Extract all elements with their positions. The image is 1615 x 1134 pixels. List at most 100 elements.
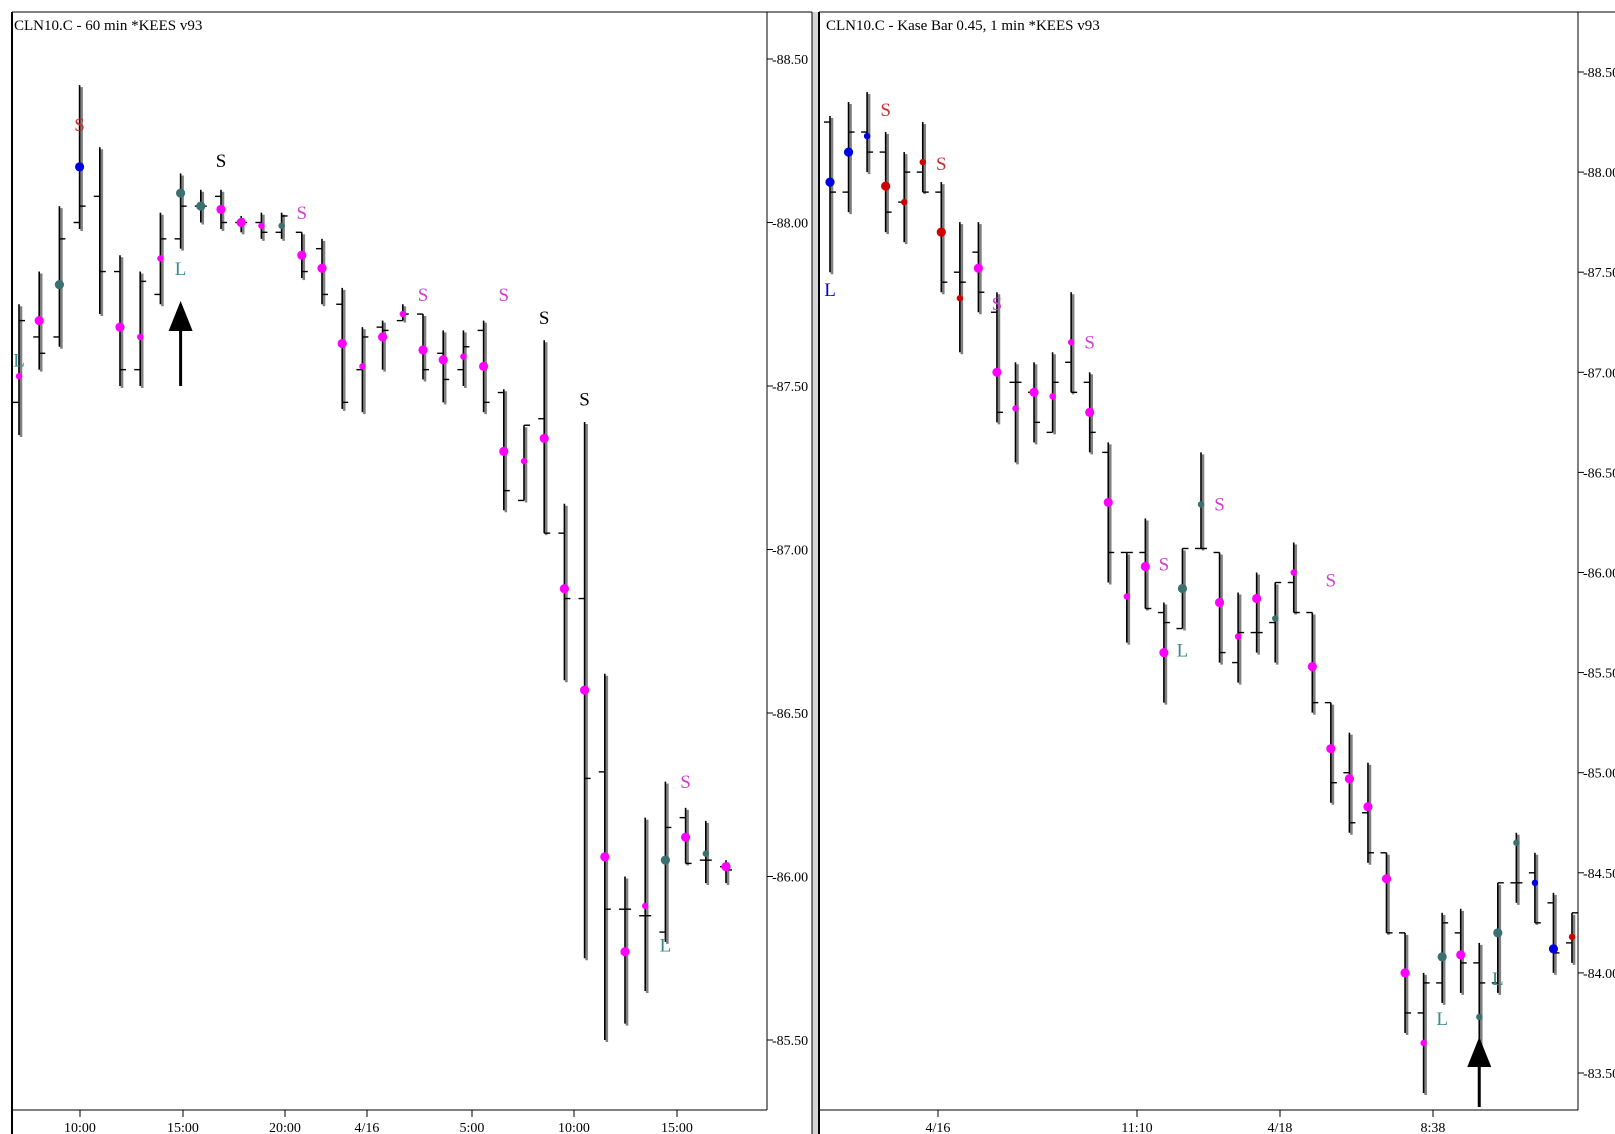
right-signal-labels: L S S S S S L S S L L — [824, 100, 1503, 1030]
ohlc-bar — [336, 287, 349, 411]
indicator-dot — [721, 862, 731, 872]
ohlc-bar — [1046, 352, 1059, 435]
ohlc-bar — [356, 327, 369, 415]
indicator-dot — [559, 584, 570, 594]
ohlc-bar — [275, 212, 288, 241]
indicator-dot — [539, 433, 549, 443]
ohlc-bar — [578, 421, 591, 961]
ohlc-bar — [518, 424, 530, 503]
ohlc-bar — [916, 122, 929, 195]
indicator-dot — [1049, 393, 1056, 400]
indicator-dot — [359, 363, 366, 370]
indicator-dot — [520, 458, 528, 465]
indicator-dot — [681, 832, 691, 842]
indicator-dot — [919, 158, 926, 166]
ohlc-bar — [720, 860, 732, 886]
ohlc-bar — [1361, 762, 1374, 865]
indicator-dot — [1290, 569, 1297, 576]
ohlc-bar — [437, 330, 450, 405]
left-chart-panel: CLN10.C - 60 min *KEES v93 -88.50-88.00-… — [11, 11, 812, 1134]
ohlc-bar — [1491, 882, 1504, 995]
indicator-dot — [418, 345, 428, 355]
ohlc-bar — [935, 182, 948, 295]
indicator-dot — [1548, 944, 1559, 954]
indicator-dot — [1067, 339, 1075, 346]
indicator-dot — [137, 333, 144, 341]
ohlc-bar — [33, 271, 46, 372]
indicator-dot — [863, 132, 871, 140]
short-signal-label: S — [936, 154, 947, 175]
indicator-dot — [881, 181, 891, 191]
price-tick-label: -83.50 — [1583, 1067, 1615, 1082]
time-tick-label: 4/18 — [1268, 1121, 1293, 1134]
left-price-axis: -88.50 -88.00 -87.50 -87.00 -86.50 -86.00 -85.… — [767, 53, 808, 1049]
indicator-dot — [600, 852, 610, 862]
indicator-dot — [1197, 501, 1205, 508]
ohlc-bar — [1547, 892, 1560, 975]
ohlc-bar — [376, 320, 389, 372]
ohlc-bar — [134, 271, 147, 388]
indicator-dot — [236, 217, 246, 228]
indicator-dot — [1214, 597, 1225, 608]
ohlc-bar — [898, 152, 911, 245]
price-tick-label: -87.00 — [1583, 366, 1615, 381]
indicator-dot — [1103, 497, 1113, 508]
indicator-dot — [1437, 952, 1447, 962]
indicator-dot — [479, 361, 489, 371]
price-tick-label: -87.50 — [772, 380, 808, 395]
ohlc-bar — [417, 313, 429, 382]
indicator-dot — [157, 255, 164, 262]
indicator-dot — [1159, 647, 1169, 658]
ohlc-bar — [990, 292, 1003, 425]
indicator-dot — [399, 310, 406, 318]
ohlc-bar — [1287, 542, 1300, 615]
ohlc-bar — [1528, 852, 1541, 925]
time-tick-label: 15:00 — [167, 1121, 199, 1134]
time-tick-label: 15:00 — [661, 1121, 693, 1134]
time-tick-label: 5:00 — [460, 1121, 485, 1134]
indicator-dot — [438, 355, 448, 365]
indicator-dot — [15, 372, 23, 380]
right-price-axis: -88.50 -88.00 -87.50 -87.00 -86.50 -86.00 -85.… — [1578, 66, 1615, 1082]
short-signal-label: S — [880, 100, 891, 121]
indicator-dot — [1252, 593, 1262, 604]
indicator-dot — [956, 295, 964, 302]
ohlc-bar — [1324, 701, 1337, 805]
ohlc-bar — [114, 255, 126, 388]
indicator-dot — [843, 147, 854, 157]
indicator-dot — [1272, 615, 1279, 622]
indicator-dot — [1234, 633, 1242, 640]
indicator-dot — [992, 367, 1002, 377]
right-price-bars — [824, 92, 1578, 1096]
ohlc-bar — [619, 876, 631, 1026]
indicator-dot — [216, 204, 226, 215]
ohlc-bar — [1139, 518, 1152, 611]
indicator-dot — [1123, 593, 1131, 600]
ohlc-bar — [699, 820, 712, 886]
short-signal-label: S — [579, 390, 590, 411]
long-signal-label: L — [1177, 641, 1189, 662]
indicator-dot — [1476, 1013, 1483, 1021]
price-tick-label: -86.50 — [1583, 466, 1615, 481]
price-tick-label: -87.50 — [1583, 266, 1615, 281]
ohlc-bar — [1454, 908, 1467, 995]
ohlc-bar — [477, 320, 490, 415]
ohlc-bar — [861, 92, 874, 175]
up-arrow-annotation — [1467, 1036, 1492, 1108]
time-tick-label: 10:00 — [558, 1121, 590, 1134]
ohlc-bar — [295, 231, 308, 281]
ohlc-bar — [972, 222, 985, 315]
left-arrow-annotations — [168, 300, 193, 386]
indicator-dot — [34, 316, 44, 326]
indicator-dot — [901, 198, 908, 206]
ohlc-bar — [1120, 551, 1133, 645]
ohlc-bar — [598, 673, 611, 1042]
long-signal-label: L — [660, 936, 672, 957]
ohlc-bar — [1510, 832, 1523, 905]
indicator-dot — [297, 250, 307, 260]
indicator-dot — [75, 162, 85, 172]
price-tick-label: -84.00 — [1583, 967, 1615, 982]
indicator-dot — [1513, 839, 1520, 846]
ohlc-bar — [1417, 972, 1430, 1096]
